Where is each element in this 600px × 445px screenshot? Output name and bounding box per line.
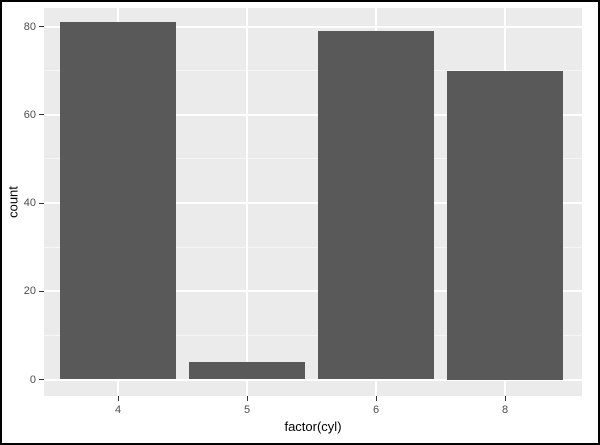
bar-cyl-8 (447, 70, 563, 380)
y-gridline-minor (44, 246, 582, 248)
x-tick-mark (117, 396, 119, 401)
y-gridline-major (44, 290, 582, 293)
x-axis-title: factor(cyl) (284, 419, 342, 434)
y-gridline-major (44, 202, 582, 204)
x-tick-label: 4 (114, 404, 122, 416)
x-tick-mark (375, 396, 377, 401)
bar-cyl-5 (189, 361, 305, 380)
y-tick-label: 0 (29, 373, 36, 386)
y-tick-label: 40 (23, 197, 36, 209)
y-tick-mark (39, 202, 44, 204)
y-tick-mark (39, 114, 44, 116)
x-tick-mark (504, 396, 506, 401)
y-tick-mark (39, 290, 44, 292)
bar-cyl-4 (60, 22, 176, 380)
x-tick-label: 8 (501, 404, 509, 416)
y-tick-label: 60 (23, 108, 36, 121)
y-gridline-major (44, 378, 582, 381)
x-tick-label: 5 (243, 404, 251, 416)
y-gridline-minor (44, 334, 582, 336)
x-tick-label: 6 (372, 404, 380, 416)
x-gridline-major (246, 8, 248, 396)
y-tick-label: 80 (23, 20, 36, 33)
y-gridline-minor (44, 158, 582, 160)
y-tick-mark (39, 379, 44, 380)
y-tick-mark (39, 26, 44, 27)
x-tick-mark (246, 396, 248, 401)
y-gridline-major (44, 113, 582, 116)
y-gridline-minor (44, 70, 582, 72)
y-tick-label: 20 (23, 285, 36, 298)
y-gridline-major (44, 25, 582, 28)
plot-panel (44, 8, 582, 396)
bar-cyl-6 (318, 30, 434, 380)
